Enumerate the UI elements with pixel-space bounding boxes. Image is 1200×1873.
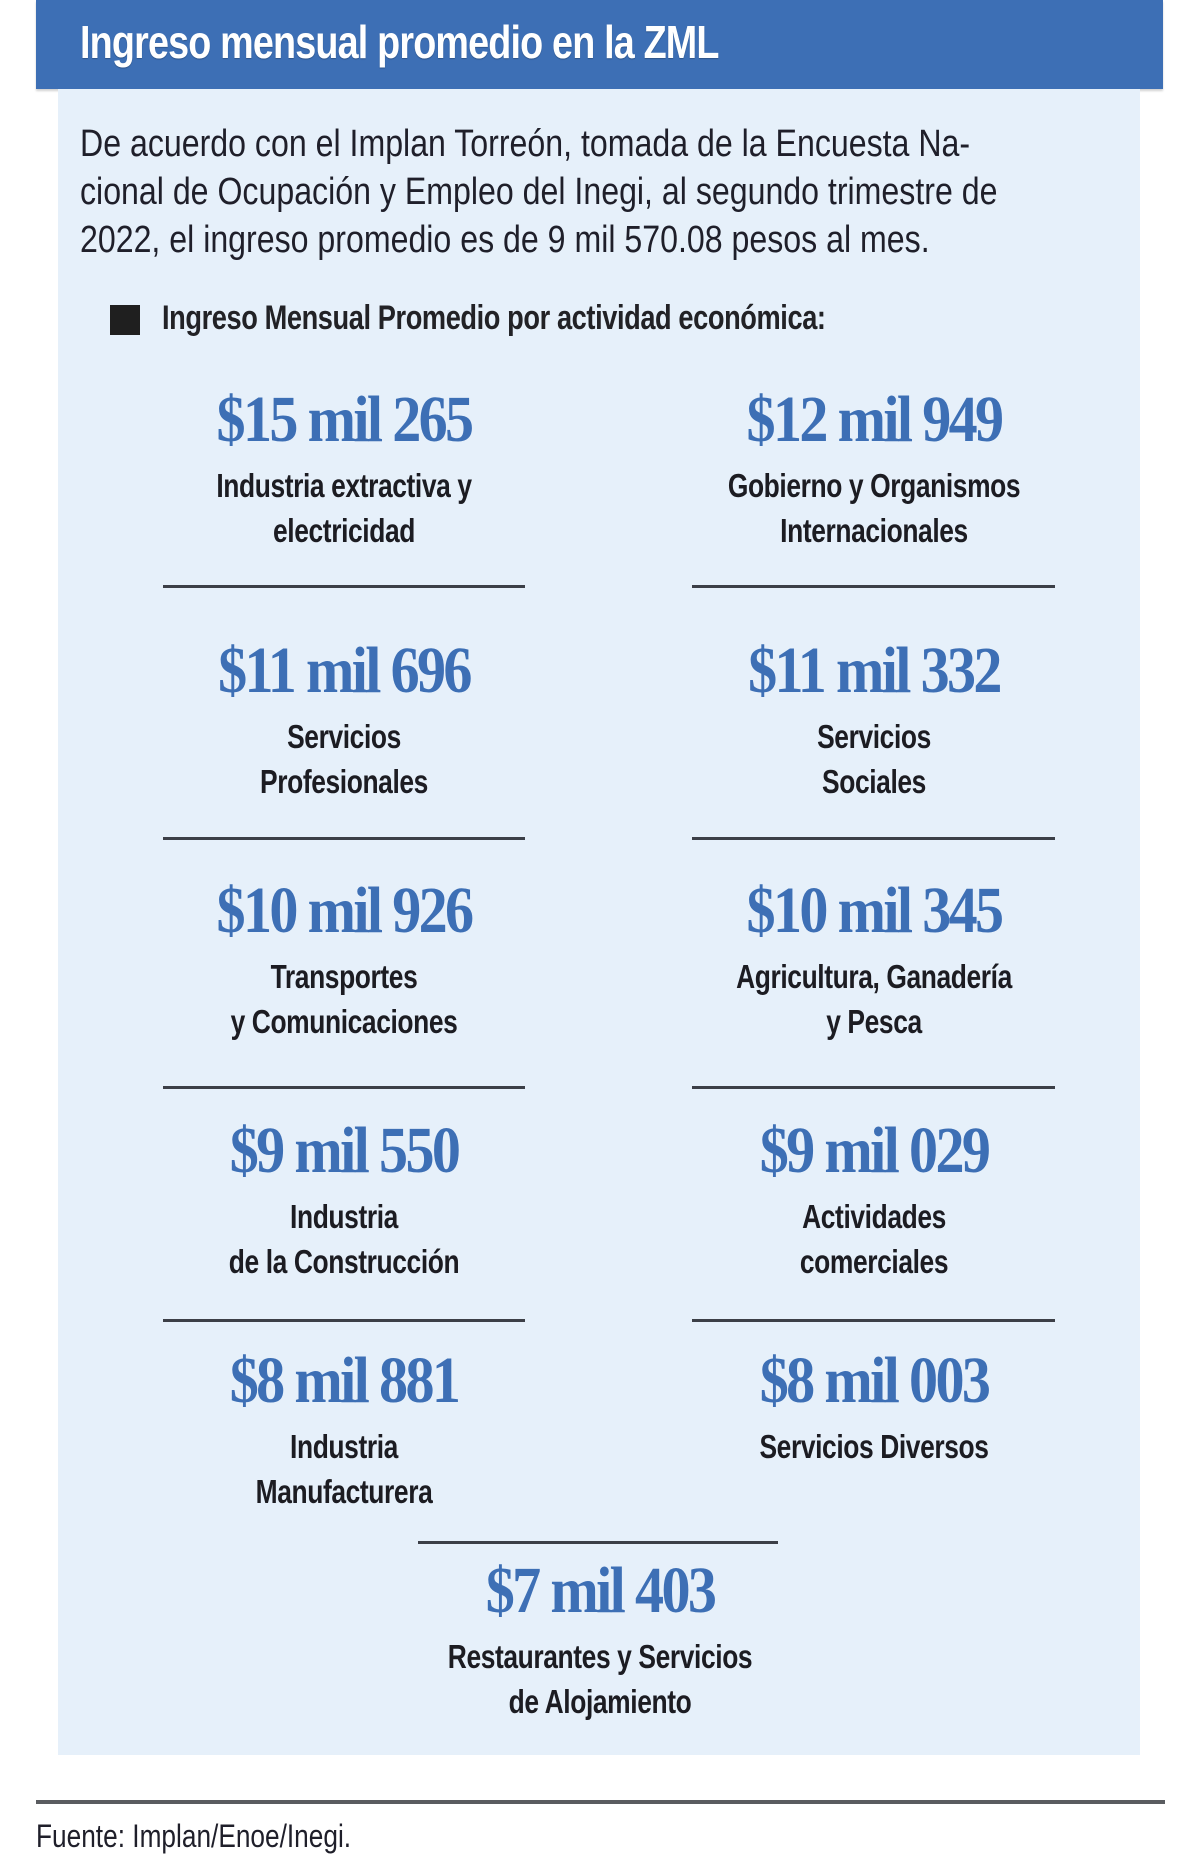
activity-label: Servicios bbox=[817, 718, 931, 755]
intro-line: De acuerdo con el Implan Torreón, tomada… bbox=[80, 123, 971, 165]
footer-divider bbox=[36, 1800, 1165, 1804]
divider bbox=[692, 837, 1055, 840]
divider bbox=[692, 1319, 1055, 1322]
source-credit: Fuente: Implan/Enoe/Inegi. bbox=[36, 1818, 352, 1854]
income-amount: $10 mil 345 bbox=[746, 874, 1005, 947]
activity-label: Industria bbox=[290, 1428, 398, 1465]
income-item: $9 mil 550 Industria de la Construcción bbox=[124, 1116, 564, 1284]
income-item: $8 mil 881 Industria Manufacturera bbox=[124, 1346, 564, 1514]
income-amount: $9 mil 550 bbox=[229, 1114, 461, 1187]
income-item: $10 mil 926 Transportes y Comunicaciones bbox=[124, 876, 564, 1044]
divider bbox=[163, 837, 525, 840]
activity-label: Sociales bbox=[822, 763, 926, 800]
income-amount: $8 mil 881 bbox=[229, 1344, 461, 1417]
income-item: $8 mil 003 Servicios Diversos bbox=[654, 1346, 1094, 1469]
income-item: $15 mil 265 Industria extractiva y elect… bbox=[124, 385, 564, 553]
intro-paragraph: De acuerdo con el Implan Torreón, tomada… bbox=[80, 120, 1136, 264]
income-amount: $8 mil 003 bbox=[759, 1344, 991, 1417]
activity-label: Servicios Diversos bbox=[759, 1428, 989, 1465]
divider bbox=[418, 1541, 778, 1544]
activity-label: de la Construcción bbox=[228, 1243, 460, 1280]
income-item: $10 mil 345 Agricultura, Ganadería y Pes… bbox=[654, 876, 1094, 1044]
intro-line: cional de Ocupación y Empleo del Inegi, … bbox=[80, 171, 998, 213]
activity-label: Manufacturera bbox=[255, 1473, 433, 1510]
intro-line: 2022, el ingreso promedio es de 9 mil 57… bbox=[80, 219, 930, 261]
section-subheading: Ingreso Mensual Promedio por actividad e… bbox=[162, 299, 826, 337]
activity-label: Profesionales bbox=[260, 763, 428, 800]
activity-label: Transportes bbox=[270, 958, 418, 995]
divider bbox=[163, 1086, 525, 1089]
activity-label: Industria bbox=[290, 1198, 398, 1235]
activity-label: comerciales bbox=[799, 1243, 949, 1280]
income-amount: $12 mil 949 bbox=[746, 383, 1005, 456]
divider bbox=[163, 585, 525, 588]
page-title: Ingreso mensual promedio en la ZML bbox=[80, 16, 719, 68]
income-amount: $7 mil 403 bbox=[485, 1554, 717, 1627]
income-item: $9 mil 029 Actividades comerciales bbox=[654, 1116, 1094, 1284]
income-amount: $9 mil 029 bbox=[759, 1114, 991, 1187]
square-bullet-icon bbox=[110, 305, 140, 335]
title-banner: Ingreso mensual promedio en la ZML bbox=[36, 0, 1163, 89]
content-panel bbox=[58, 89, 1140, 1755]
income-item: $7 mil 403 Restaurantes y Servicios de A… bbox=[380, 1556, 820, 1724]
income-amount: $11 mil 332 bbox=[748, 634, 1002, 707]
activity-label: Internacionales bbox=[780, 512, 968, 549]
activity-label: y Pesca bbox=[826, 1003, 922, 1040]
income-item: $12 mil 949 Gobierno y Organismos Intern… bbox=[654, 385, 1094, 553]
activity-label: y Comunicaciones bbox=[230, 1003, 458, 1040]
income-amount: $11 mil 696 bbox=[218, 634, 472, 707]
activity-label: Restaurantes y Servicios bbox=[447, 1638, 753, 1675]
activity-label: Industria extractiva y bbox=[216, 467, 472, 504]
activity-label: Actividades bbox=[802, 1198, 946, 1235]
divider bbox=[163, 1319, 525, 1322]
income-amount: $10 mil 926 bbox=[216, 874, 475, 947]
divider bbox=[692, 585, 1055, 588]
income-item: $11 mil 696 Servicios Profesionales bbox=[124, 636, 564, 804]
income-item: $11 mil 332 Servicios Sociales bbox=[654, 636, 1094, 804]
divider bbox=[692, 1086, 1055, 1089]
activity-label: Gobierno y Organismos bbox=[727, 467, 1021, 504]
activity-label: Servicios bbox=[287, 718, 401, 755]
income-amount: $15 mil 265 bbox=[216, 383, 475, 456]
activity-label: de Alojamiento bbox=[508, 1683, 692, 1720]
activity-label: Agricultura, Ganadería bbox=[736, 958, 1012, 995]
activity-label: electricidad bbox=[273, 512, 415, 549]
